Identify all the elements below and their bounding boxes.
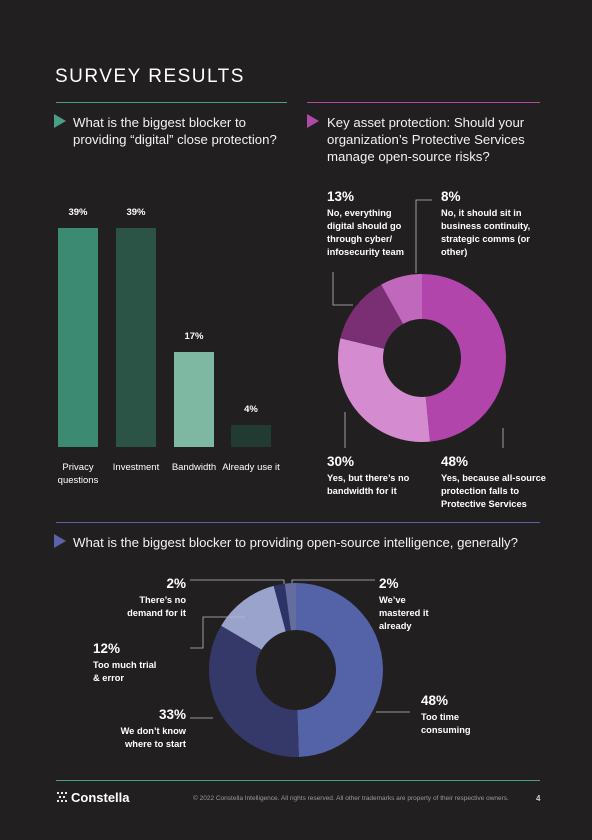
magenta-divider [307, 102, 540, 103]
bar-category-label: Already use it [222, 462, 280, 473]
donut2-desc-2a: There’s no demand for it [127, 595, 186, 618]
footer-divider [56, 780, 540, 781]
bar-value-label: 4% [244, 403, 258, 415]
donut2-pct-48: 48% [421, 693, 449, 708]
donut1-pct-30: 30% [327, 454, 355, 469]
donut2-desc-2b: We’ve mastered it already [379, 595, 429, 631]
donut1-pct-8: 8% [441, 189, 461, 204]
donut2-leader-line [190, 579, 285, 584]
bar-category-label: Investment [112, 462, 160, 473]
donut2-hole [256, 630, 336, 710]
blue-divider [56, 522, 540, 523]
donut1-desc-8: No, it should sit in business continuity… [441, 208, 531, 257]
copyright-note: © 2022 Constella Intelligence. All right… [193, 795, 509, 802]
magenta-triangle-icon [307, 114, 319, 128]
donut2-leader-line [291, 579, 375, 583]
donut2-pct-12: 12% [93, 641, 121, 656]
donut1-slice [422, 274, 507, 442]
question-3: What is the biggest blocker to providing… [73, 535, 518, 550]
donut2-pct-33: 33% [158, 707, 186, 722]
bar [116, 228, 156, 447]
bar-value-label: 17% [184, 330, 204, 342]
page-number: 4 [536, 794, 541, 803]
constella-logo-text: Constella [71, 790, 130, 805]
constella-logo-icon [56, 791, 68, 803]
bar [231, 424, 271, 447]
donut1-pct-13: 13% [327, 189, 355, 204]
teal-divider [56, 102, 287, 103]
donut2-pct-2b: 2% [379, 576, 399, 591]
bar-category-label: Privacy questions [57, 462, 99, 486]
question-2: Key asset protection: Should your organi… [327, 115, 525, 164]
bar-category-label: Bandwidth [171, 462, 217, 473]
donut2-leader-line [190, 616, 245, 649]
teal-triangle-icon [54, 114, 66, 128]
question-1: What is the biggest blocker to providing… [73, 115, 277, 147]
page-title: SURVEY RESULTS [55, 66, 245, 87]
donut1-desc-13: No, everything digital should go through… [327, 208, 404, 257]
donut1-desc-30: Yes, but there’s no bandwidth for it [327, 473, 410, 496]
bar-value-label: 39% [68, 207, 88, 218]
bar-value-label: 39% [126, 207, 146, 218]
blue-triangle-icon [54, 534, 66, 548]
donut2-desc-33: We don’t know where to start [120, 726, 186, 749]
donut1-desc-48: Yes, because all-source protection falls… [441, 473, 546, 509]
donut2-pct-2a: 2% [166, 576, 186, 591]
bar [58, 228, 98, 447]
donut2-desc-12: Too much trial & error [93, 660, 157, 683]
donut1-leader-line [332, 272, 353, 306]
donut1-pct-48: 48% [441, 454, 469, 469]
bar [174, 351, 214, 447]
donut2-desc-48: Too time consuming [421, 712, 471, 735]
donut2-slice [296, 583, 383, 757]
donut1-hole [383, 319, 461, 397]
constella-logo: Constella [56, 790, 130, 805]
donut1-leader-line [415, 199, 432, 273]
